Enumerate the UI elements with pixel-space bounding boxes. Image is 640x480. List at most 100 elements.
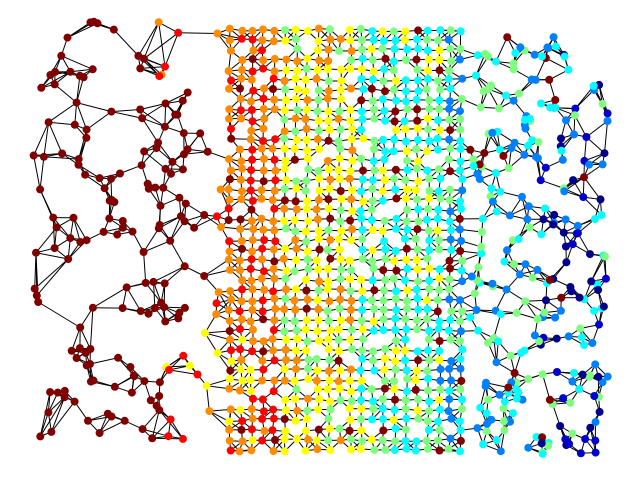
graph-node: [248, 405, 256, 413]
graph-node: [123, 283, 131, 291]
graph-node: [435, 165, 443, 173]
graph-node: [238, 285, 246, 293]
graph-node: [68, 347, 76, 355]
graph-node: [412, 376, 420, 384]
graph-node: [413, 105, 421, 113]
graph-node: [412, 437, 420, 445]
graph-node: [380, 315, 388, 323]
graph-node: [337, 195, 345, 203]
graph-node: [282, 336, 290, 344]
graph-node: [314, 167, 322, 175]
graph-node: [324, 226, 332, 234]
graph-node: [402, 56, 410, 64]
graph-node: [227, 447, 235, 455]
graph-node: [457, 27, 465, 35]
graph-node: [577, 449, 585, 457]
graph-node: [436, 406, 444, 414]
graph-node: [483, 427, 491, 435]
graph-node: [315, 278, 323, 286]
graph-node: [596, 408, 604, 416]
graph-node: [225, 67, 233, 75]
graph-node: [269, 217, 277, 225]
graph-node: [302, 76, 310, 84]
graph-node: [304, 256, 312, 264]
graph-node: [357, 276, 365, 284]
graph-node: [184, 89, 192, 97]
graph-node: [325, 137, 333, 145]
graph-node: [346, 36, 354, 44]
graph-node: [258, 145, 266, 153]
graph-node: [326, 36, 334, 44]
graph-node: [247, 277, 255, 285]
graph-node: [324, 385, 332, 393]
graph-node: [347, 446, 355, 454]
graph-node: [557, 135, 565, 143]
graph-node: [270, 415, 278, 423]
graph-node: [200, 211, 208, 219]
graph-edge: [170, 241, 185, 266]
graph-node: [434, 215, 442, 223]
graph-node: [282, 346, 290, 354]
graph-node: [358, 46, 366, 54]
graph-node: [292, 417, 300, 425]
graph-node: [214, 349, 222, 357]
graph-node: [291, 127, 299, 135]
graph-node: [392, 126, 400, 134]
graph-node: [114, 354, 122, 362]
graph-node: [335, 377, 343, 385]
graph-node: [303, 205, 311, 213]
graph-node: [506, 211, 514, 219]
graph-node: [324, 57, 332, 65]
graph-node: [576, 294, 584, 302]
graph-edge: [49, 122, 63, 153]
graph-node: [445, 445, 453, 453]
graph-node: [473, 170, 481, 178]
graph-node: [315, 57, 323, 65]
graph-node: [458, 277, 466, 285]
graph-node: [313, 327, 321, 335]
graph-node: [392, 195, 400, 203]
graph-node: [368, 436, 376, 444]
graph-node: [458, 405, 466, 413]
graph-node: [380, 107, 388, 115]
graph-node: [73, 354, 81, 362]
graph-node: [564, 66, 572, 74]
graph-node: [348, 397, 356, 405]
graph-node: [510, 97, 518, 105]
graph-node: [390, 27, 398, 35]
graph-node: [523, 215, 531, 223]
graph-node: [423, 147, 431, 155]
graph-node: [31, 285, 39, 293]
graph-node: [82, 134, 90, 142]
graph-node: [370, 327, 378, 335]
graph-node: [212, 310, 220, 318]
graph-node: [337, 66, 345, 74]
graph-node: [337, 77, 345, 85]
graph-node: [401, 176, 409, 184]
graph-node: [179, 435, 187, 443]
graph-node: [238, 276, 246, 284]
graph-node: [598, 211, 606, 219]
graph-node: [281, 396, 289, 404]
graph-node: [335, 47, 343, 55]
graph-node: [75, 161, 83, 169]
graph-node: [402, 195, 410, 203]
graph-node: [357, 366, 365, 374]
graph-node: [457, 426, 465, 434]
graph-node: [447, 336, 455, 344]
graph-node: [414, 157, 422, 165]
graph-node: [369, 357, 377, 365]
graph-node: [550, 33, 558, 41]
graph-node: [470, 162, 478, 170]
graph-node: [166, 237, 174, 245]
graph-node: [413, 295, 421, 303]
graph-node: [425, 175, 433, 183]
graph-node: [348, 157, 356, 165]
graph-node: [269, 406, 277, 414]
graph-node: [182, 200, 190, 208]
graph-node: [270, 447, 278, 455]
graph-node: [186, 362, 194, 370]
graph-node: [516, 270, 524, 278]
graph-node: [126, 363, 134, 371]
graph-node: [314, 406, 322, 414]
